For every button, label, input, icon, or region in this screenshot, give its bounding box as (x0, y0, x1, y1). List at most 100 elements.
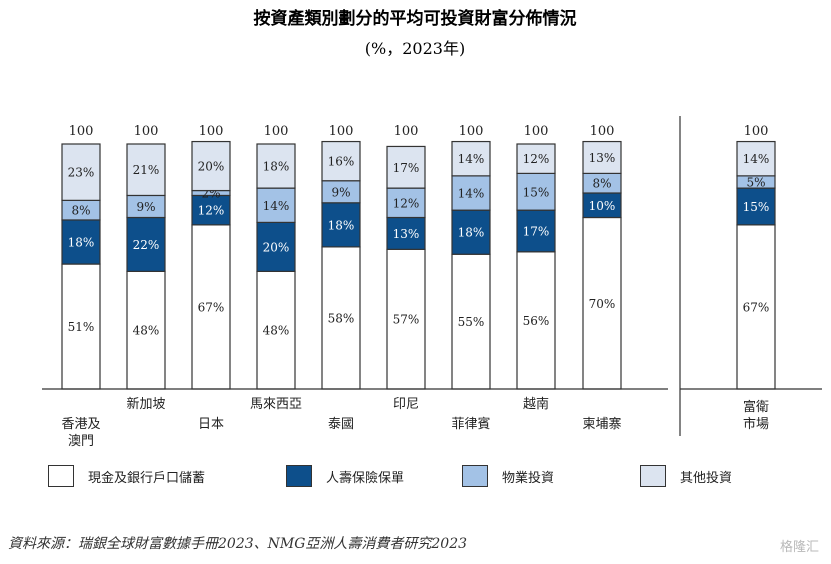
data-label-3-6: 14% (458, 152, 485, 166)
category-label-7-0: 越南 (523, 396, 549, 412)
chart-subtitle: (%，2023年) (365, 39, 465, 58)
bar-segment-1-2 (191, 194, 231, 226)
data-label-2-9: 5% (746, 175, 765, 189)
data-label-0-2: 67% (198, 300, 225, 314)
data-label-0-1: 48% (133, 324, 160, 338)
data-label-3-0: 23% (68, 166, 95, 180)
data-label-0-4: 58% (328, 311, 355, 325)
bar-segment-3-3 (256, 143, 296, 189)
total-label-2: 100 (199, 124, 224, 139)
data-label-0-3: 48% (263, 324, 290, 338)
bar-segment-1-6 (451, 209, 491, 255)
data-label-3-7: 12% (523, 152, 550, 166)
data-label-3-3: 18% (263, 160, 290, 174)
bar-segment-3-6 (451, 140, 491, 177)
bar-segment-0-2 (191, 224, 231, 390)
category-label-9-1: 市場 (743, 416, 769, 432)
legend-label-property: 物業投資 (502, 470, 555, 486)
legend-item-life-insurance: 人壽保險保單 (286, 462, 404, 490)
data-label-1-1: 22% (133, 238, 160, 252)
data-label-0-8: 70% (589, 297, 616, 311)
total-label-8: 100 (590, 124, 615, 139)
data-label-2-1: 9% (136, 200, 155, 214)
bar-segment-1-4 (321, 202, 361, 248)
data-label-1-5: 13% (393, 227, 420, 241)
chart-title: 按資產類別劃分的平均可投資財富分佈情況 (254, 8, 577, 29)
legend-item-other: 其他投資 (640, 462, 732, 490)
legend-label-cash: 現金及銀行戶口儲蓄 (88, 470, 206, 486)
bar-segment-3-8 (582, 140, 622, 175)
data-label-3-5: 17% (393, 161, 420, 175)
bar-segment-2-3 (256, 187, 296, 224)
data-label-2-0: 8% (71, 204, 90, 218)
bar-segment-0-9 (736, 224, 776, 390)
bar-segment-3-9 (736, 140, 776, 177)
data-label-2-8: 8% (592, 177, 611, 191)
bar-segment-3-5 (386, 145, 426, 189)
total-label-4: 100 (329, 124, 354, 139)
data-label-3-8: 13% (589, 151, 616, 165)
data-label-3-9: 14% (743, 152, 770, 166)
bar-segment-3-0 (61, 143, 101, 201)
bar-segment-2-7 (516, 172, 556, 211)
category-label-4-0: 泰國 (328, 417, 354, 432)
data-label-2-6: 14% (458, 187, 485, 201)
total-label-0: 100 (69, 124, 94, 139)
bar-segment-3-2 (191, 140, 231, 192)
bar-segment-1-0 (61, 219, 101, 265)
bar-segment-3-4 (321, 140, 361, 182)
watermark-logo: 格隆汇 (779, 540, 819, 555)
data-label-1-6: 18% (458, 226, 485, 240)
data-label-2-5: 12% (393, 196, 420, 210)
data-label-1-7: 17% (523, 224, 550, 238)
bar-segment-0-0 (61, 263, 101, 390)
total-label-9: 100 (744, 124, 769, 139)
category-label-8-0: 柬埔寨 (582, 416, 621, 432)
data-label-0-9: 67% (743, 300, 770, 314)
legend-label-other: 其他投資 (680, 470, 733, 486)
category-label-0-0: 香港及 (61, 417, 100, 432)
data-label-2-4: 9% (331, 185, 350, 199)
category-label-6-0: 菲律賓 (451, 416, 490, 432)
bar-segment-2-5 (386, 187, 426, 219)
legend-item-property: 物業投資 (462, 462, 554, 490)
legend-item-cash: 現金及銀行戶口儲蓄 (48, 462, 205, 490)
stacked-bar-chart: 按資產類別劃分的平均可投資財富分佈情況 (%，2023年) 51% 18% 8% 23… (42, 8, 822, 449)
source-note: 資料來源：瑞銀全球財富數據手冊2023、NMG亞洲人壽消費者研究2023 (8, 536, 468, 552)
data-label-2-3: 14% (263, 199, 290, 213)
data-label-1-3: 20% (263, 240, 290, 254)
bars-group: 51%18%8%23%10048%22%9%21%10067%12%2%20%1… (61, 124, 776, 390)
total-label-1: 100 (134, 124, 159, 139)
category-label-0-1: 澳門 (68, 433, 94, 449)
total-label-6: 100 (459, 124, 484, 139)
data-label-1-2: 12% (198, 204, 225, 218)
data-label-1-9: 15% (743, 200, 770, 214)
bar-segment-0-4 (321, 246, 361, 390)
category-label-2-0: 日本 (198, 417, 224, 432)
legend-swatch-property (462, 465, 488, 487)
bar-segment-0-5 (386, 248, 426, 390)
bar-segment-1-3 (256, 221, 296, 272)
data-label-1-8: 10% (589, 199, 616, 213)
total-label-5: 100 (394, 124, 419, 139)
data-label-0-7: 56% (523, 314, 550, 328)
bar-segment-3-7 (516, 143, 556, 174)
category-label-5-0: 印尼 (393, 397, 419, 412)
data-label-1-0: 18% (68, 236, 95, 250)
legend-swatch-other (640, 465, 666, 487)
bar-segment-0-7 (516, 251, 556, 390)
bar-segment-1-7 (516, 209, 556, 253)
data-label-0-0: 51% (68, 320, 95, 334)
legend-swatch-life-insurance (286, 465, 312, 487)
legend-swatch-cash (48, 465, 74, 487)
data-label-3-1: 21% (133, 163, 160, 177)
legend-label-life-insurance: 人壽保險保單 (326, 470, 405, 486)
data-label-0-5: 57% (393, 313, 420, 327)
legend: 現金及銀行戶口儲蓄 人壽保險保單 物業投資 其他投資 (0, 462, 831, 494)
data-label-1-4: 18% (328, 218, 355, 232)
bar-segment-3-1 (126, 143, 166, 197)
bar-segment-1-9 (736, 187, 776, 226)
bar-segment-2-6 (451, 175, 491, 211)
data-label-2-7: 15% (523, 185, 550, 199)
